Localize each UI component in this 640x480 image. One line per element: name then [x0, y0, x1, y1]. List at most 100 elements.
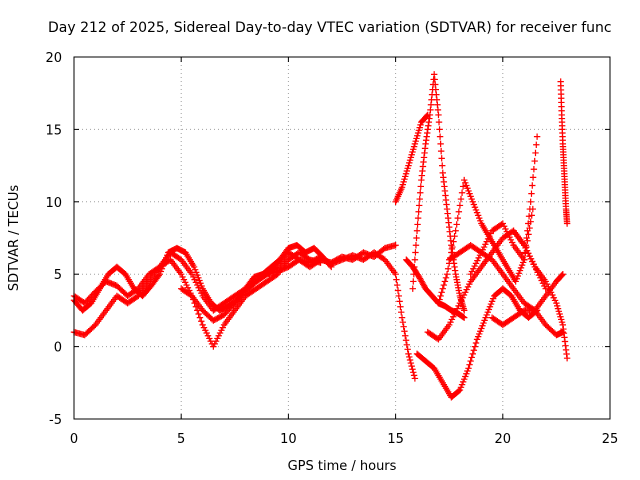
y-tick-label: -5 [49, 413, 62, 428]
data-point [466, 361, 473, 368]
data-point [413, 234, 420, 242]
data-point [437, 147, 445, 155]
data-point [461, 314, 468, 321]
data-point [439, 162, 446, 169]
data-point [412, 249, 419, 256]
data-point [521, 256, 528, 263]
data-point [450, 238, 457, 245]
data-point [396, 298, 403, 305]
series-track-12 [467, 133, 541, 278]
data-point [436, 133, 444, 140]
data-point [442, 274, 450, 282]
data-point [532, 149, 539, 157]
data-point [414, 214, 422, 222]
data-point [455, 387, 463, 395]
y-tick-label: 0 [54, 341, 62, 356]
data-point [525, 231, 532, 238]
data-point [411, 263, 418, 271]
data-point [449, 243, 456, 251]
data-point [417, 183, 424, 190]
data-point [435, 111, 442, 119]
data-point [409, 366, 416, 373]
data-point [405, 350, 412, 358]
x-axis-label: GPS time / hours [288, 459, 397, 474]
y-tick-label: 20 [45, 51, 62, 66]
data-point [415, 208, 422, 215]
data-point [410, 369, 417, 376]
data-point [398, 314, 406, 321]
data-point [563, 220, 571, 227]
data-point [453, 221, 460, 228]
data-point [461, 307, 468, 314]
x-tick-label: 25 [602, 432, 619, 447]
series-track-15 [557, 78, 571, 227]
y-axis-label: SDTVAR / TECUs [7, 185, 22, 292]
x-tick-label: 5 [177, 432, 185, 447]
data-point [155, 272, 162, 279]
chart-title: Day 212 of 2025, Sidereal Day-to-day VTE… [48, 20, 612, 36]
data-point [410, 278, 417, 285]
data-point [394, 281, 401, 289]
data-point [410, 372, 418, 379]
y-tick-label: 5 [54, 268, 62, 283]
series-track-10 [435, 176, 537, 307]
data-point [397, 303, 404, 310]
data-point [410, 271, 418, 278]
plot-frame [73, 56, 611, 420]
data-point [529, 174, 537, 181]
data-point [451, 232, 458, 240]
y-tick-label: 15 [45, 123, 62, 138]
data-point [411, 256, 419, 263]
x-tick-label: 10 [280, 432, 297, 447]
data-point [407, 359, 415, 367]
data-point [408, 362, 415, 370]
data-point [437, 292, 444, 300]
data-point [395, 292, 403, 300]
data-point [409, 285, 416, 292]
data-point [525, 213, 533, 220]
data-point [465, 365, 472, 372]
data-point [403, 341, 411, 348]
data-point [533, 141, 540, 148]
data-point [440, 281, 448, 289]
data-point [416, 195, 423, 203]
data-point [524, 227, 531, 234]
data-point [444, 265, 452, 272]
x-tick-label: 15 [387, 432, 404, 447]
data-point [525, 220, 532, 227]
data-point [456, 202, 464, 209]
data-point [406, 353, 413, 361]
data-point [468, 354, 475, 361]
data-point [526, 205, 534, 213]
data-point [194, 307, 201, 314]
data-point [457, 195, 465, 203]
series-track-4 [178, 242, 399, 324]
data-point [392, 242, 399, 249]
data-point [563, 354, 571, 362]
data-point [435, 118, 443, 126]
data-point [414, 221, 421, 228]
data-point [412, 242, 420, 249]
data-point [392, 271, 399, 278]
data-point [406, 356, 414, 364]
data-point [459, 183, 467, 190]
data-point [559, 271, 567, 278]
data-point [404, 346, 411, 353]
data-point [458, 189, 466, 196]
y-tick-label: 10 [45, 196, 62, 211]
data-point [402, 332, 409, 339]
data-point [413, 227, 421, 234]
data-point [472, 339, 480, 347]
data-point [529, 182, 536, 189]
data-point [436, 126, 443, 133]
series-track-5 [392, 111, 431, 205]
data-point [417, 189, 424, 196]
data-point [448, 249, 455, 256]
data-point [398, 309, 405, 316]
data-point [402, 337, 410, 344]
x-tick-label: 0 [70, 432, 78, 447]
data-point [394, 287, 402, 294]
data-point [469, 350, 476, 358]
data-point [454, 214, 461, 222]
